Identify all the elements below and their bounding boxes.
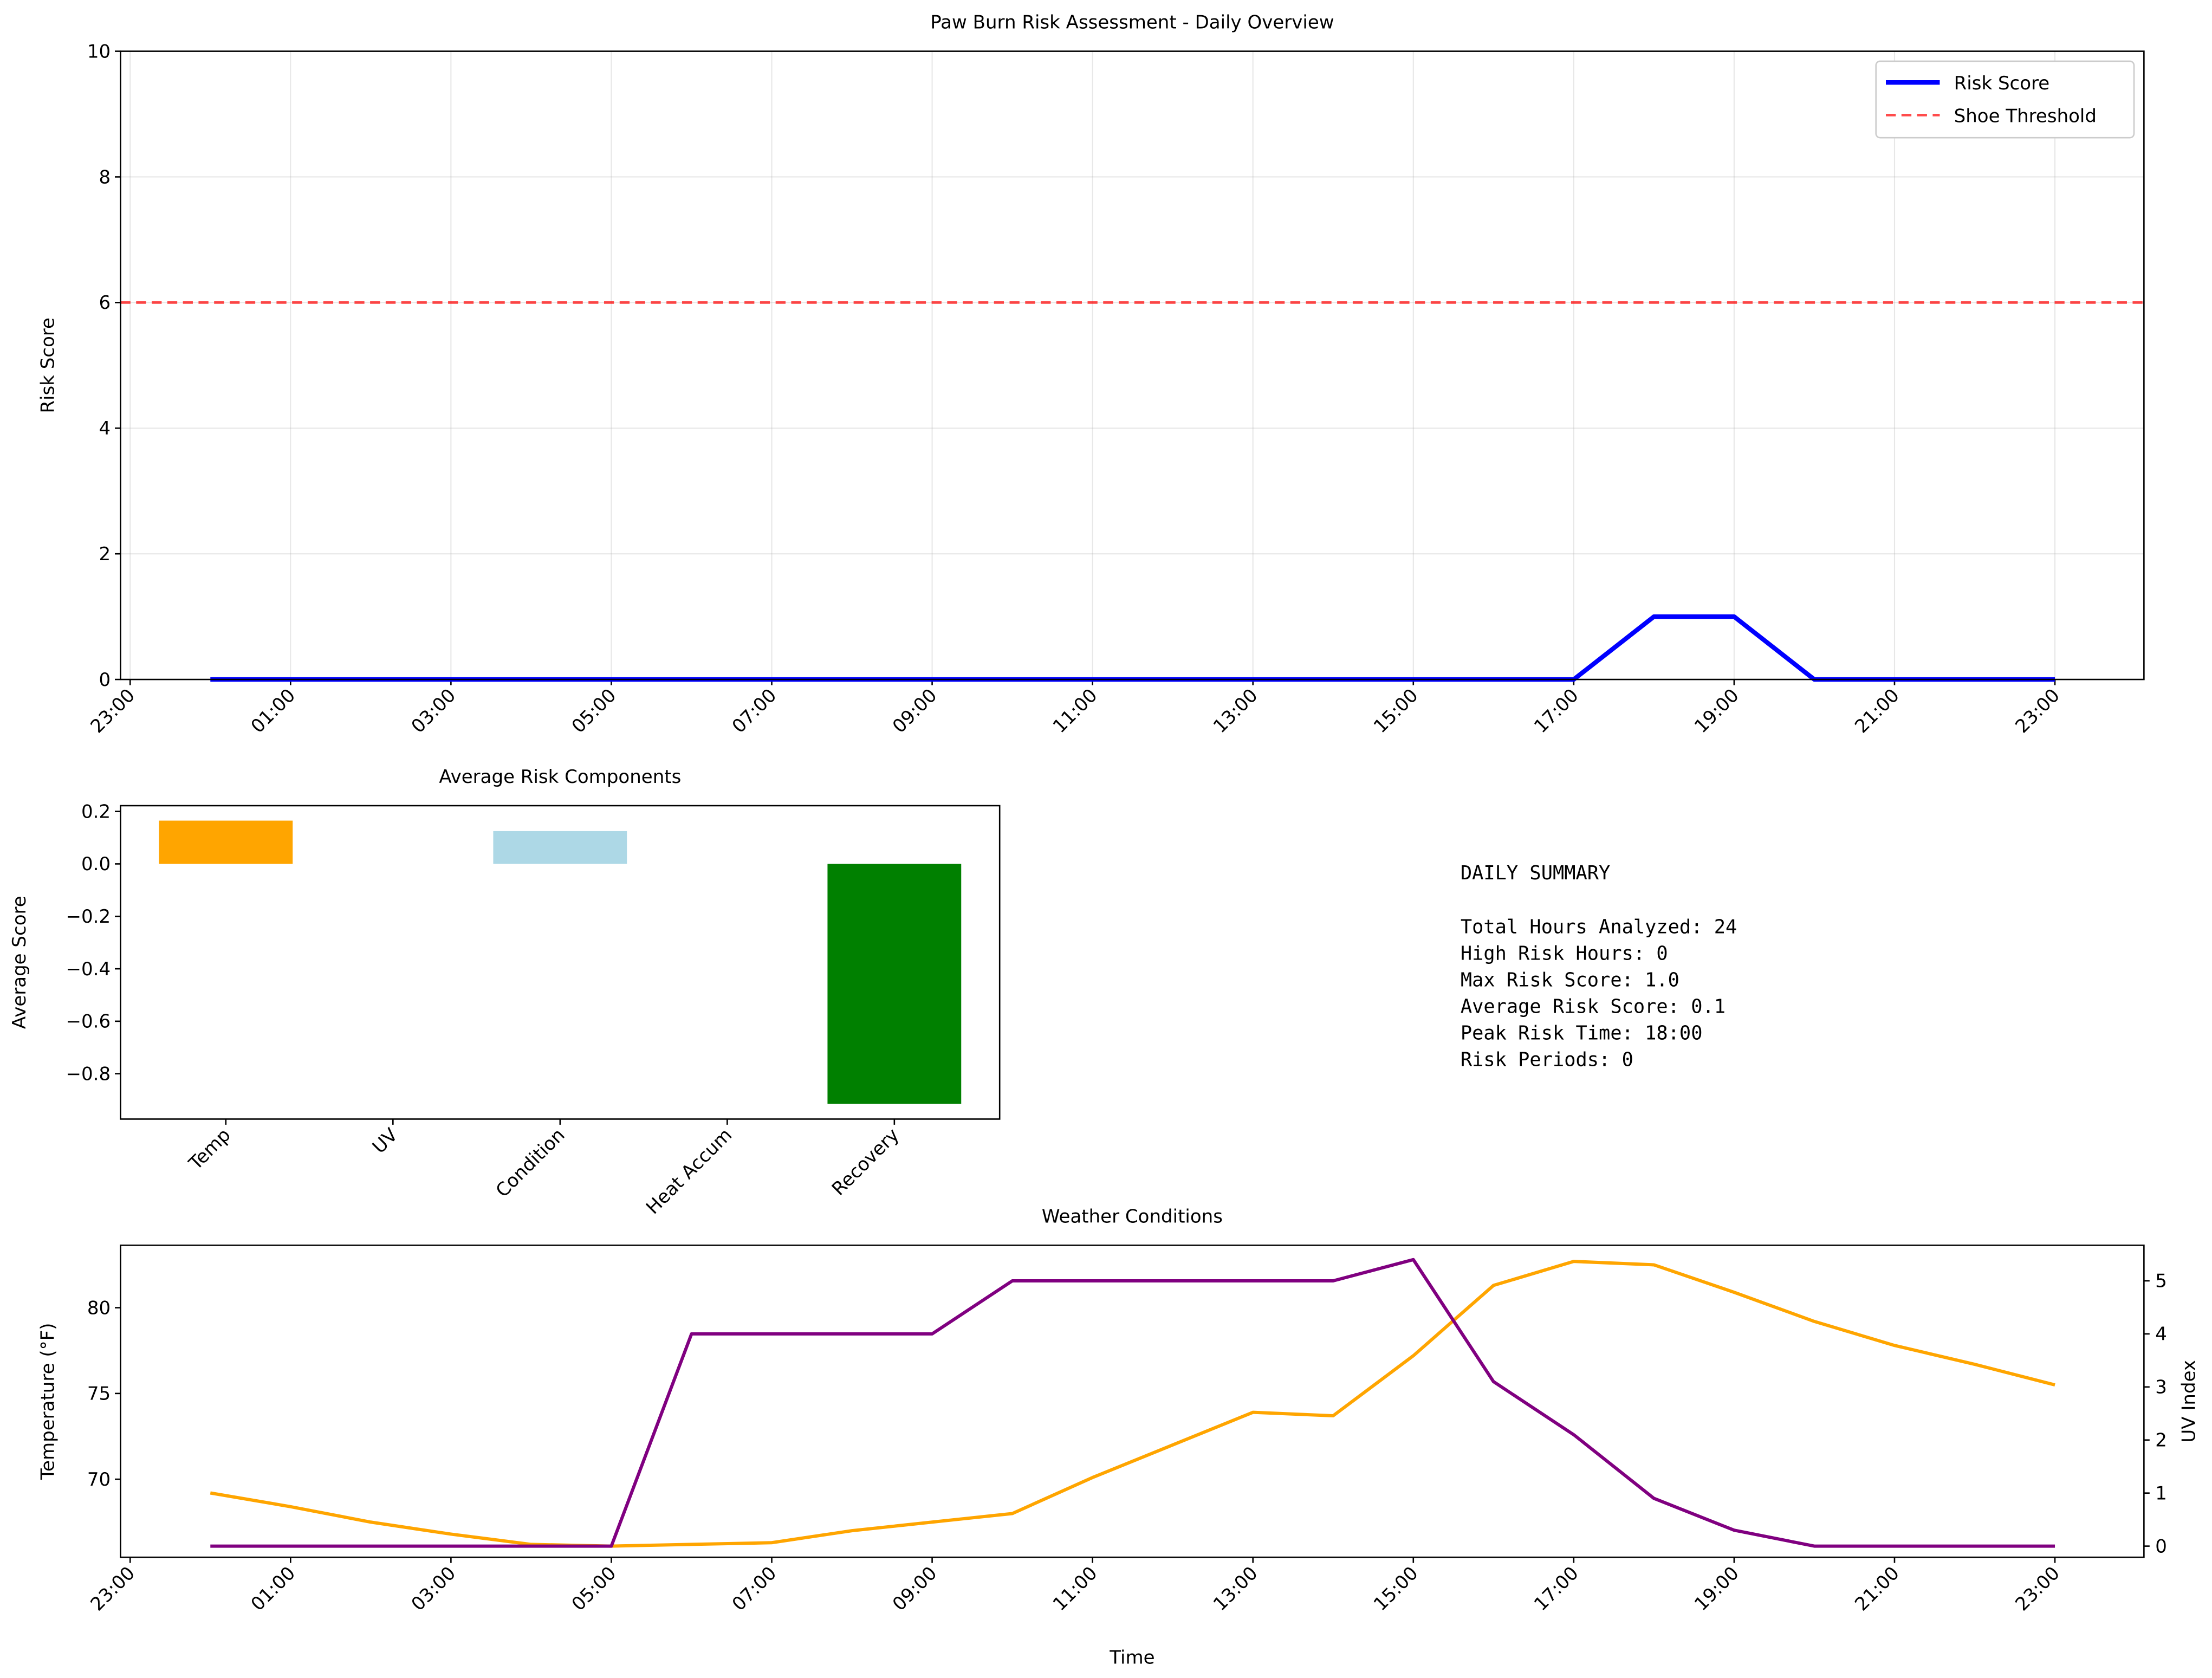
summary-line: High Risk Hours: 0 <box>1461 942 1668 964</box>
bar <box>159 820 293 864</box>
y-tick-label: 80 <box>87 1297 111 1319</box>
y2-tick-label: 1 <box>2155 1482 2167 1504</box>
y2-tick-label: 0 <box>2155 1536 2167 1557</box>
summary-title: DAILY SUMMARY <box>1461 862 1611 884</box>
chart-title: Weather Conditions <box>1042 1206 1223 1227</box>
y-axis-label: Risk Score <box>37 318 59 413</box>
y-tick-label: −0.2 <box>66 906 111 928</box>
chart-title: Paw Burn Risk Assessment - Daily Overvie… <box>930 12 1334 34</box>
axes-frame <box>120 50 2145 681</box>
legend-label: Risk Score <box>1954 73 2050 94</box>
y2-axis-label: UV Index <box>2178 1360 2200 1443</box>
y-tick-label: 75 <box>87 1383 111 1405</box>
summary-line: Risk Periods: 0 <box>1461 1048 1633 1071</box>
y-tick-label: 0 <box>99 669 111 691</box>
y-tick-label: 0.2 <box>81 801 111 822</box>
y2-tick-label: 3 <box>2155 1377 2167 1398</box>
axes-frame <box>120 1245 2145 1558</box>
y-tick-label: 4 <box>99 418 111 439</box>
y-axis-label: Average Score <box>9 896 30 1029</box>
legend-box <box>1875 60 2135 139</box>
y-tick-label: −0.4 <box>66 958 111 980</box>
y-tick-label: −0.8 <box>66 1063 111 1085</box>
axes-frame <box>120 805 1001 1120</box>
data-line <box>210 1260 2055 1548</box>
chart-title: Average Risk Components <box>439 766 681 788</box>
y-tick-label: −0.6 <box>66 1011 111 1033</box>
y2-tick-label: 4 <box>2155 1324 2167 1345</box>
legend-label: Shoe Threshold <box>1954 105 2097 127</box>
bar <box>493 831 627 864</box>
summary-line: Max Risk Score: 1.0 <box>1461 969 1679 991</box>
y2-tick-label: 5 <box>2155 1271 2167 1292</box>
summary-line: Average Risk Score: 0.1 <box>1461 995 1726 1018</box>
summary-line: Total Hours Analyzed: 24 <box>1461 916 1737 938</box>
data-line <box>210 1258 2055 1548</box>
y-tick-label: 8 <box>99 166 111 188</box>
y2-tick-label: 2 <box>2155 1430 2167 1452</box>
y-tick-label: 6 <box>99 292 111 314</box>
x-axis-label: Time <box>1109 1647 1154 1668</box>
summary-line: Peak Risk Time: 18:00 <box>1461 1022 1703 1044</box>
y-tick-label: 10 <box>87 41 111 62</box>
y-tick-label: 70 <box>87 1469 111 1491</box>
y-tick-label: 2 <box>99 543 111 565</box>
bar <box>827 864 962 1104</box>
y-tick-label: 0.0 <box>81 853 111 875</box>
y-axis-label: Temperature (°F) <box>37 1323 59 1480</box>
